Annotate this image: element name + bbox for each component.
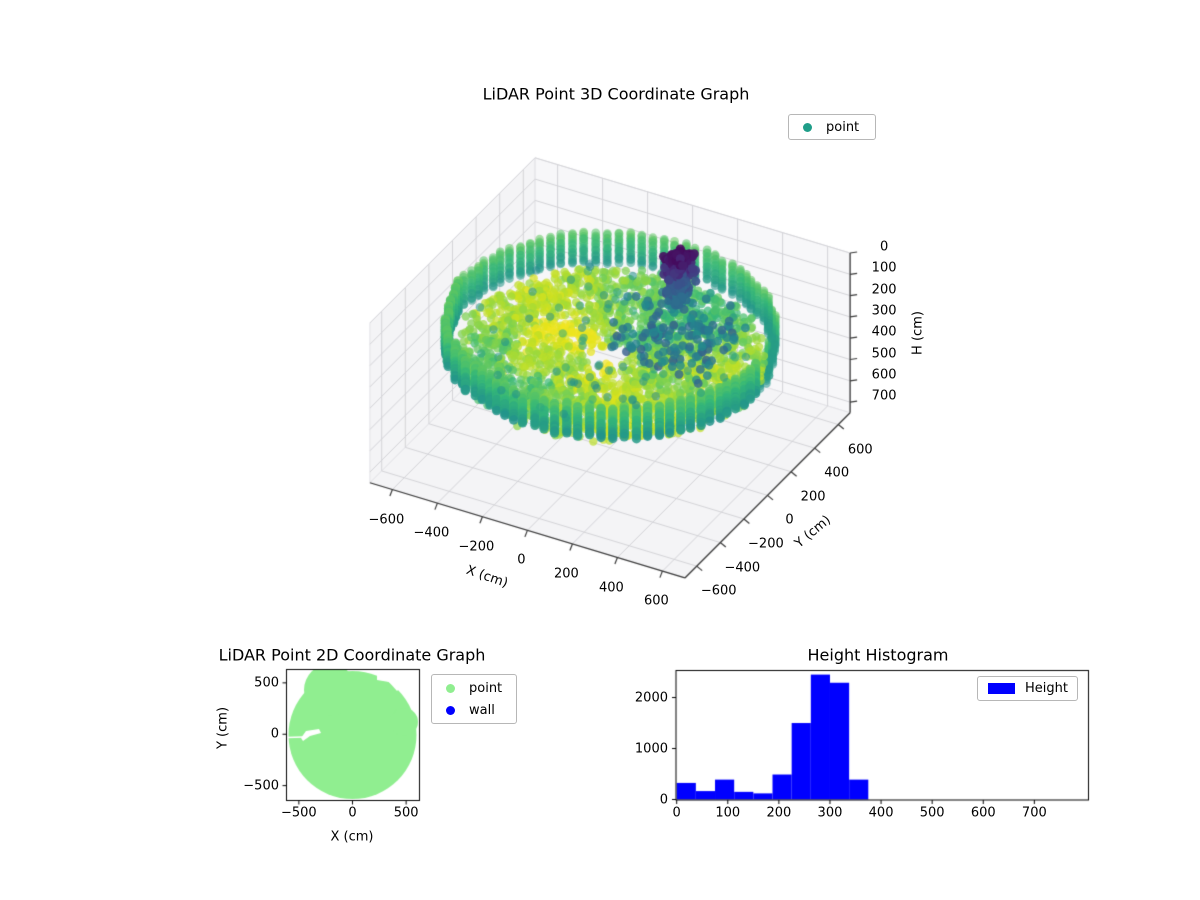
plot2d-yaxis-label: Y (cm)	[215, 706, 231, 750]
plot3d-ztick: 400	[871, 324, 897, 340]
plot2d-ytick: −500	[243, 778, 279, 794]
hist-title: Height Histogram	[807, 645, 949, 665]
plot3d-ztick: 100	[871, 260, 897, 276]
plot3d-ztick: 700	[871, 388, 897, 404]
plot3d-ztick: 200	[871, 282, 897, 298]
plot3d-xtick: 200	[553, 566, 579, 582]
hist-xtick: 500	[919, 805, 945, 821]
plot2d-legend-row-point: point	[440, 677, 506, 699]
hist-xtick: 100	[715, 805, 741, 821]
plot3d-legend-label: point	[826, 119, 860, 135]
plot3d-title: LiDAR Point 3D Coordinate Graph	[482, 84, 750, 104]
plot3d-ytick: 400	[824, 465, 850, 481]
plot3d-xtick: −600	[368, 512, 405, 528]
plot3d-legend: point	[788, 114, 876, 140]
plot3d-xtick: −400	[413, 525, 450, 541]
plot2d-ytick: 0	[270, 726, 279, 742]
hist-ytick: 0	[659, 792, 668, 807]
plot2d-xtick: 0	[348, 805, 357, 821]
plot2d-legend-label-wall: wall	[469, 702, 495, 718]
point-marker-icon	[446, 683, 455, 693]
plot3d-xtick: 0	[517, 552, 526, 568]
plot3d-xtick: 600	[643, 593, 669, 609]
plot3d-zaxis-label: H (cm)	[910, 311, 926, 355]
plot2d-legend-row-wall: wall	[440, 699, 506, 721]
plot3d-ztick: 0	[879, 239, 889, 255]
plot3d-xtick: −200	[458, 539, 495, 555]
plot3d-xtick: 400	[598, 580, 624, 596]
hist-ytick: 2000	[634, 690, 668, 706]
plot3d-ytick: 200	[800, 489, 826, 505]
hist-xtick: 300	[817, 805, 843, 821]
plot3d-ztick: 300	[871, 303, 897, 319]
plot2d-ytick: 500	[254, 675, 279, 691]
hist-legend-label: Height	[1025, 681, 1068, 696]
hist-xtick: 700	[1021, 805, 1047, 821]
hist-xtick: 200	[766, 805, 792, 821]
plot3d-ztick: 600	[871, 367, 897, 383]
hist-xtick: 400	[868, 805, 894, 821]
plot3d-ytick: −400	[724, 560, 761, 576]
hist-xtick: 600	[970, 805, 996, 821]
plot2d-xtick: −500	[281, 805, 317, 821]
plot2d-xtick: 500	[393, 805, 419, 821]
plot2d-legend-label-point: point	[469, 680, 503, 696]
hist-xtick: 0	[672, 805, 681, 821]
wall-marker-icon	[446, 705, 455, 715]
plot3d-ztick: 500	[871, 346, 897, 361]
plot3d-ytick: −200	[748, 536, 784, 552]
plot2d-title: LiDAR Point 2D Coordinate Graph	[218, 645, 486, 665]
point-marker-icon	[803, 122, 812, 132]
height-patch-icon	[988, 683, 1015, 694]
plot3d-legend-row: point	[797, 117, 865, 137]
plot2d-legend: point wall	[431, 674, 517, 724]
hist-legend: Height	[977, 676, 1078, 701]
plot2d-xaxis-label: X (cm)	[330, 829, 374, 845]
hist-ytick: 1000	[634, 741, 668, 757]
hist-legend-row: Height	[986, 679, 1068, 698]
plot3d-ytick: −600	[700, 583, 737, 599]
plot3d-ytick: 0	[785, 512, 794, 528]
plot3d-ytick: 600	[847, 442, 873, 458]
